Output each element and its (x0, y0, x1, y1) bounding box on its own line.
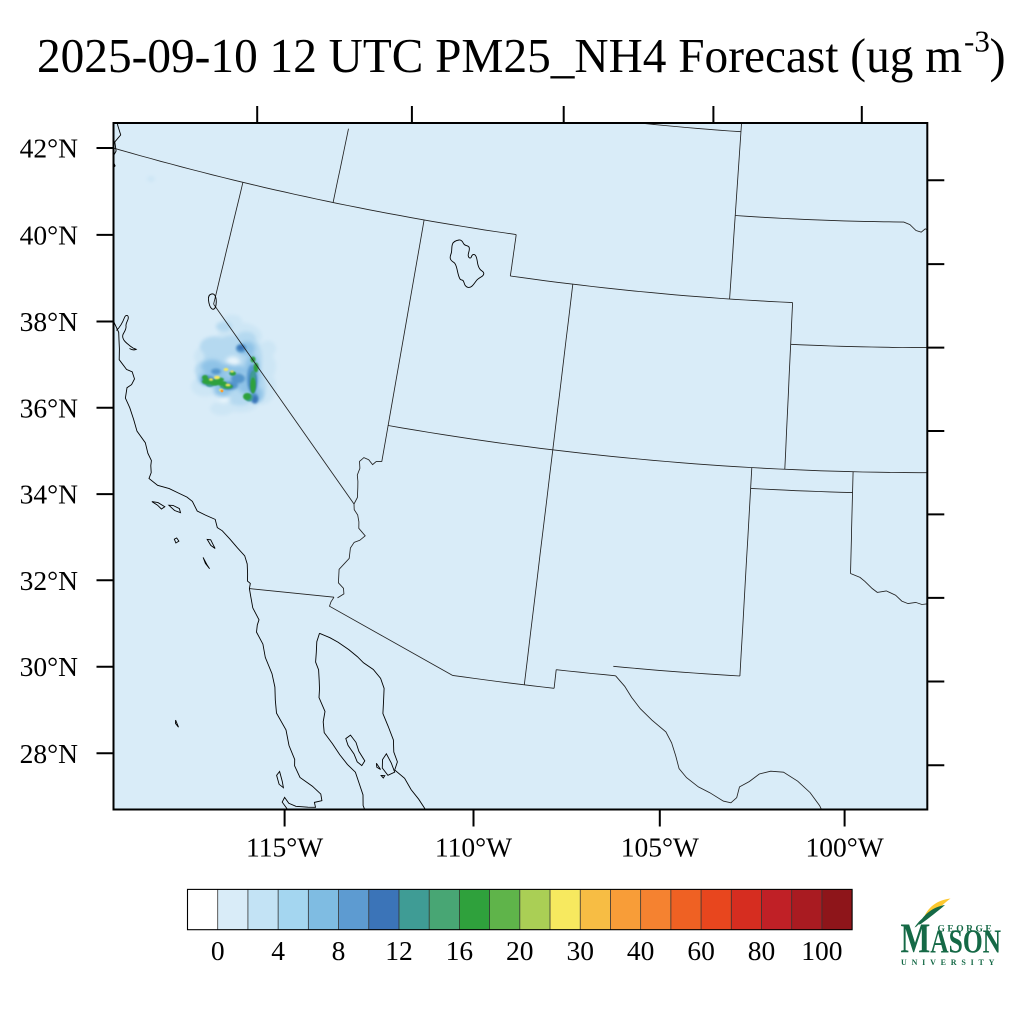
svg-text:80: 80 (748, 935, 776, 966)
svg-text:-3: -3 (964, 24, 990, 59)
svg-text:0: 0 (211, 935, 225, 966)
svg-text:GEORGE: GEORGE (938, 925, 995, 935)
svg-text:115°W: 115°W (246, 832, 323, 863)
svg-text:36°N: 36°N (20, 392, 78, 423)
svg-text:100°W: 100°W (805, 832, 883, 863)
svg-text:8: 8 (332, 935, 346, 966)
svg-text:40°N: 40°N (20, 219, 78, 250)
svg-text:34°N: 34°N (20, 479, 78, 510)
svg-text:40: 40 (627, 935, 655, 966)
svg-text:30°N: 30°N (20, 651, 78, 682)
svg-text:MASON: MASON (901, 916, 1002, 962)
svg-text:4: 4 (271, 935, 285, 966)
svg-text:): ) (990, 30, 1006, 83)
svg-text:16: 16 (446, 935, 474, 966)
svg-text:42°N: 42°N (20, 133, 78, 164)
svg-text:105°W: 105°W (621, 832, 699, 863)
svg-text:2025-09-10 12 UTC PM25_NH4 For: 2025-09-10 12 UTC PM25_NH4 Forecast (ug … (37, 30, 962, 83)
svg-text:60: 60 (687, 935, 715, 966)
svg-text:100: 100 (801, 935, 842, 966)
svg-text:38°N: 38°N (20, 306, 78, 337)
svg-text:28°N: 28°N (20, 738, 78, 769)
svg-text:20: 20 (506, 935, 534, 966)
svg-text:30: 30 (566, 935, 594, 966)
svg-text:UNIVERSITY: UNIVERSITY (901, 958, 999, 967)
svg-text:110°W: 110°W (435, 832, 512, 863)
svg-text:32°N: 32°N (20, 565, 78, 596)
svg-text:12: 12 (385, 935, 413, 966)
